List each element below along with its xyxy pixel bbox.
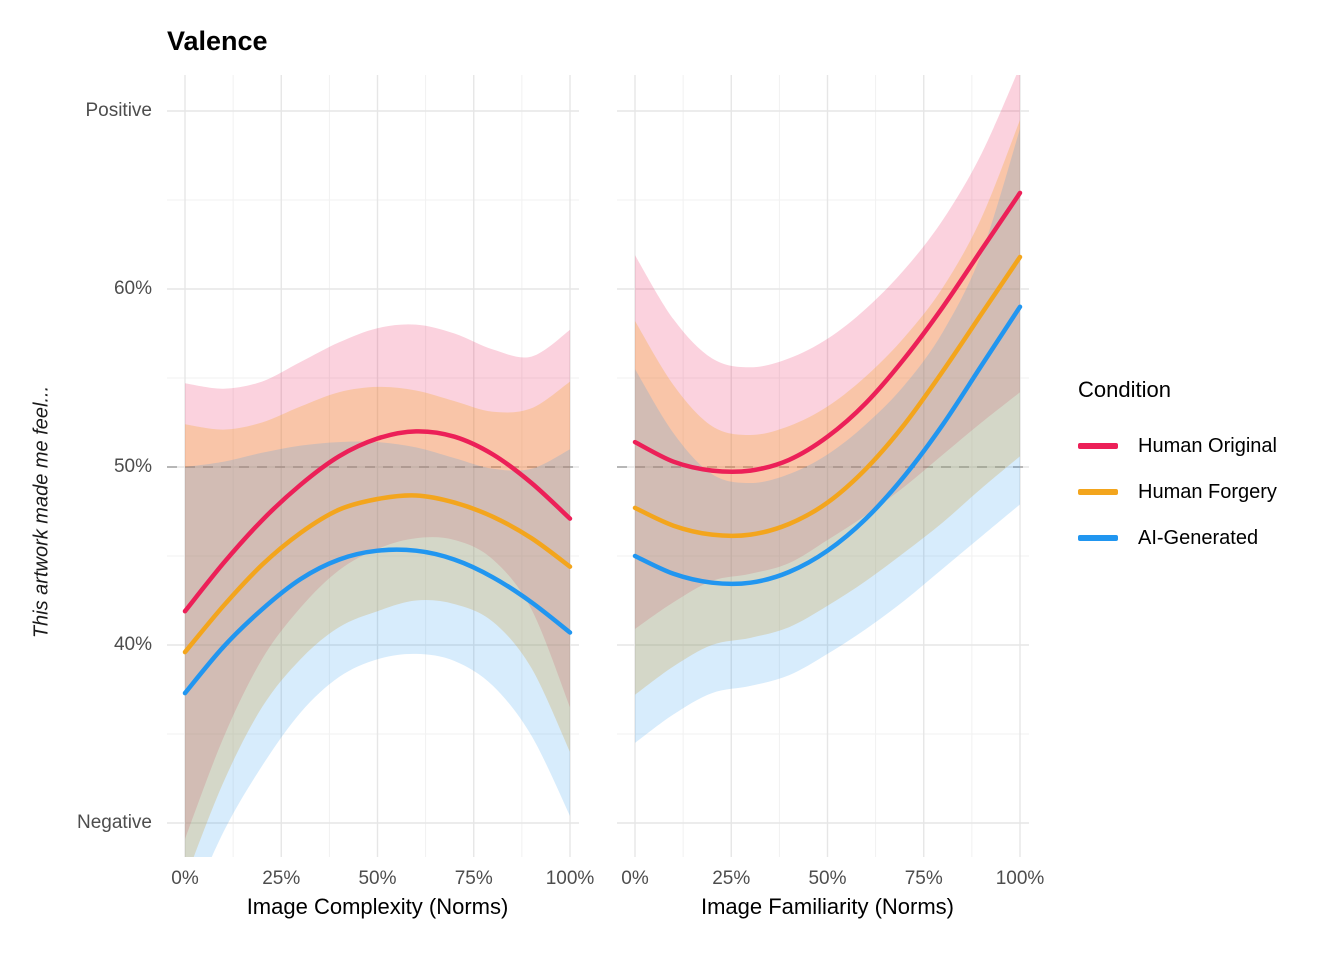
y-tick-label: 60% [113, 278, 152, 299]
legend-title: Condition [1078, 377, 1171, 402]
x-tick-label: 25% [712, 868, 751, 889]
trend-line-human-original [182, 429, 573, 614]
x-tick-label: 100% [545, 868, 595, 889]
legend-label: Human Forgery [1138, 480, 1277, 503]
trend-line-ai-generated [632, 304, 1023, 587]
x-tick-label: 50% [358, 868, 397, 889]
legend-entry-human-original: Human Original [1078, 423, 1277, 469]
legend-label: Human Original [1138, 434, 1277, 457]
ci-ribbon-human-original [185, 324, 570, 840]
trend-line-human-forgery [632, 254, 1023, 539]
panel-data-1 [632, 75, 1023, 743]
x-tick-label: 75% [904, 868, 943, 889]
trend-line-ai-generated [182, 547, 573, 696]
legend-entry-ai-generated: AI-Generated [1078, 515, 1277, 561]
x-tick-label: 100% [995, 868, 1045, 889]
legend-line-swatch [1078, 535, 1118, 541]
y-tick-label: 40% [113, 634, 152, 655]
legend-label: AI-Generated [1138, 526, 1259, 549]
x-tick-label: 25% [262, 868, 301, 889]
trend-line-human-forgery [182, 493, 573, 655]
panel-data-0 [182, 324, 573, 857]
x-tick-label: 0% [621, 868, 649, 889]
x-tick-label: 50% [808, 868, 847, 889]
legend-line-swatch [1078, 489, 1118, 495]
y-tick-label: 50% [113, 456, 152, 477]
panel-1 [617, 75, 1029, 857]
y-tick-label: Negative [77, 812, 152, 833]
legend-entry-human-forgery: Human Forgery [1078, 469, 1277, 515]
y-tick-label: Positive [85, 100, 152, 121]
legend-line-swatch [1078, 443, 1118, 449]
x-tick-label: 0% [171, 868, 199, 889]
legend: Condition Human Original Human Forgery AI-… [1078, 377, 1277, 561]
legend-entries: Human Original Human Forgery AI-Generated [1078, 423, 1277, 561]
trend-line-human-original [632, 190, 1023, 475]
x-axis-title-familiarity: Image Familiarity (Norms) [700, 894, 955, 919]
plot-title: Valence [167, 26, 268, 56]
ci-ribbon-human-original [635, 75, 1020, 629]
ci-ribbon-ai-generated [635, 128, 1020, 743]
panel-0 [167, 75, 579, 857]
x-axis-title-complexity: Image Complexity (Norms) [246, 894, 509, 919]
ci-ribbon-human-forgery [635, 119, 1020, 695]
x-tick-label: 75% [454, 868, 493, 889]
